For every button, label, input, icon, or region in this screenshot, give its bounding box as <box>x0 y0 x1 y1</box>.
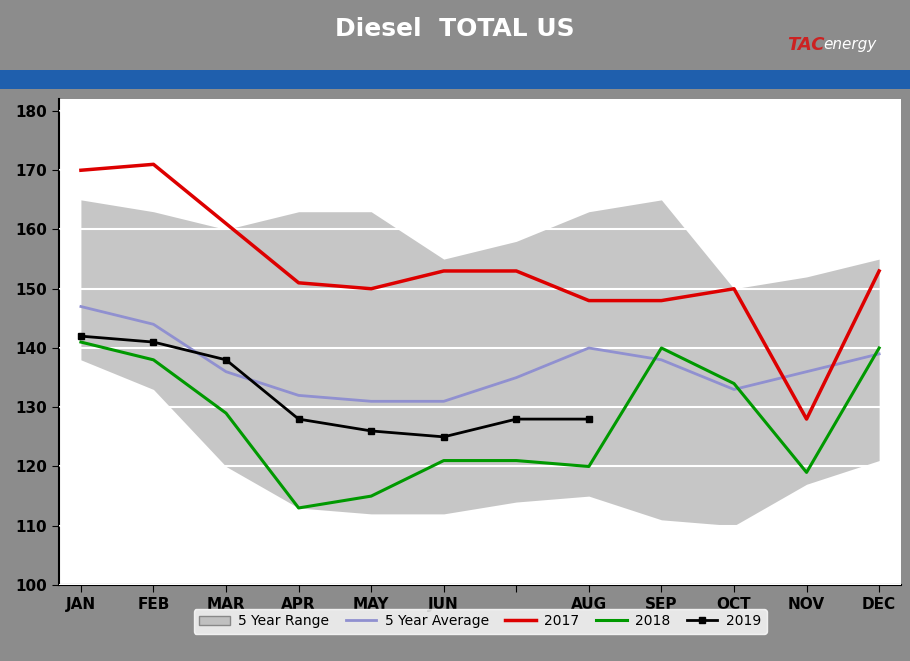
Text: energy: energy <box>824 37 877 52</box>
Text: TAC: TAC <box>787 36 824 54</box>
Bar <box>0 69 910 89</box>
Legend: 5 Year Range, 5 Year Average, 2017, 2018, 2019: 5 Year Range, 5 Year Average, 2017, 2018… <box>194 609 766 634</box>
Text: Diesel  TOTAL US: Diesel TOTAL US <box>335 17 575 42</box>
